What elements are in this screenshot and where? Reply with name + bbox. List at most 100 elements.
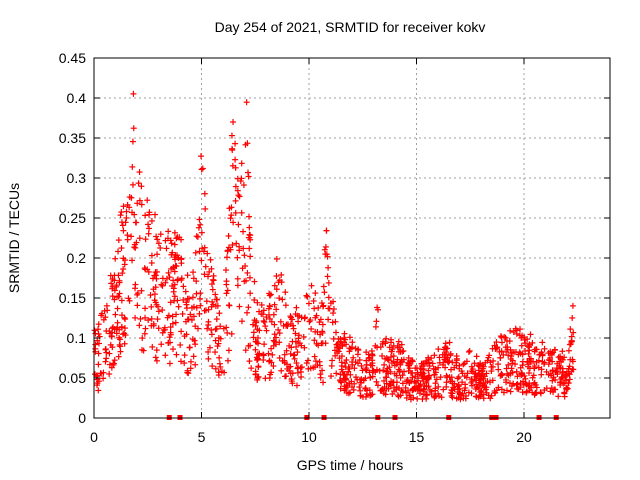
data-point (372, 323, 379, 330)
data-point (298, 314, 305, 321)
data-point (184, 272, 191, 279)
data-point (563, 371, 570, 378)
data-point (152, 284, 159, 291)
data-point (282, 302, 289, 309)
data-point (325, 294, 332, 301)
data-point (396, 369, 403, 376)
data-point (253, 354, 260, 361)
data-point (204, 250, 211, 257)
data-point (293, 360, 300, 367)
data-point (171, 293, 178, 300)
data-point (276, 339, 283, 346)
data-point (295, 332, 302, 339)
data-point (135, 180, 142, 187)
data-point (234, 275, 241, 282)
data-point (308, 282, 315, 289)
data-point (287, 320, 294, 327)
data-point (291, 355, 298, 362)
data-point (475, 394, 482, 401)
y-tick-label: 0.35 (59, 130, 86, 146)
data-point (287, 350, 294, 357)
data-point (463, 374, 470, 381)
data-point (443, 379, 450, 386)
data-point (328, 362, 335, 369)
data-point (221, 369, 228, 376)
data-point (167, 331, 174, 338)
data-point (130, 90, 137, 97)
data-point (236, 243, 243, 250)
data-point (412, 379, 419, 386)
data-point (473, 384, 480, 391)
x-tick-label: 0 (90, 429, 98, 445)
data-point (352, 359, 359, 366)
data-point (113, 282, 120, 289)
data-point (177, 358, 184, 365)
data-point (269, 351, 276, 358)
data-point (246, 358, 253, 365)
data-point (281, 359, 288, 366)
plot-frame (93, 57, 611, 419)
data-point (108, 333, 115, 340)
data-point (159, 307, 166, 314)
data-point (337, 385, 344, 392)
data-point (110, 361, 117, 368)
data-point (148, 217, 155, 224)
data-point (196, 216, 203, 223)
data-point (397, 374, 404, 381)
data-point (312, 290, 319, 297)
data-point (357, 392, 364, 399)
data-point (569, 314, 576, 321)
data-point (107, 272, 114, 279)
data-point (178, 328, 185, 335)
data-point (230, 119, 237, 126)
data-point (238, 209, 245, 216)
data-point (228, 212, 235, 219)
data-point (387, 382, 394, 389)
data-point (246, 224, 253, 231)
data-point (376, 367, 383, 374)
data-point (495, 361, 502, 368)
data-point (289, 338, 296, 345)
data-point (109, 293, 116, 300)
data-point (473, 353, 480, 360)
data-point (141, 265, 148, 272)
data-point (169, 249, 176, 256)
data-point (507, 370, 514, 377)
data-point (412, 365, 419, 372)
data-point (292, 311, 299, 318)
data-point (373, 378, 380, 385)
data-point (241, 278, 248, 285)
x-tick-label: 15 (409, 429, 425, 445)
data-point (367, 392, 374, 399)
data-point (354, 351, 361, 358)
data-point (405, 354, 412, 361)
data-point (529, 374, 536, 381)
data-point (383, 335, 390, 342)
data-point (210, 277, 217, 284)
data-point (521, 334, 528, 341)
data-point (254, 355, 261, 362)
data-point (106, 370, 113, 377)
data-point (417, 381, 424, 388)
data-point (265, 311, 272, 318)
data-point (381, 377, 388, 384)
data-point (228, 330, 235, 337)
data-point (567, 326, 574, 333)
data-point (172, 256, 179, 263)
data-point (167, 299, 174, 306)
data-point (145, 317, 152, 324)
data-point (278, 367, 285, 374)
data-point (558, 375, 565, 382)
data-point (389, 391, 396, 398)
data-point (547, 348, 554, 355)
data-point (196, 310, 203, 317)
data-point (138, 201, 145, 208)
data-point (397, 392, 404, 399)
data-point (312, 358, 319, 365)
data-point (395, 348, 402, 355)
data-point (293, 304, 300, 311)
data-point (538, 366, 545, 373)
data-point (525, 343, 532, 350)
data-point (254, 376, 261, 383)
data-point (91, 327, 98, 334)
